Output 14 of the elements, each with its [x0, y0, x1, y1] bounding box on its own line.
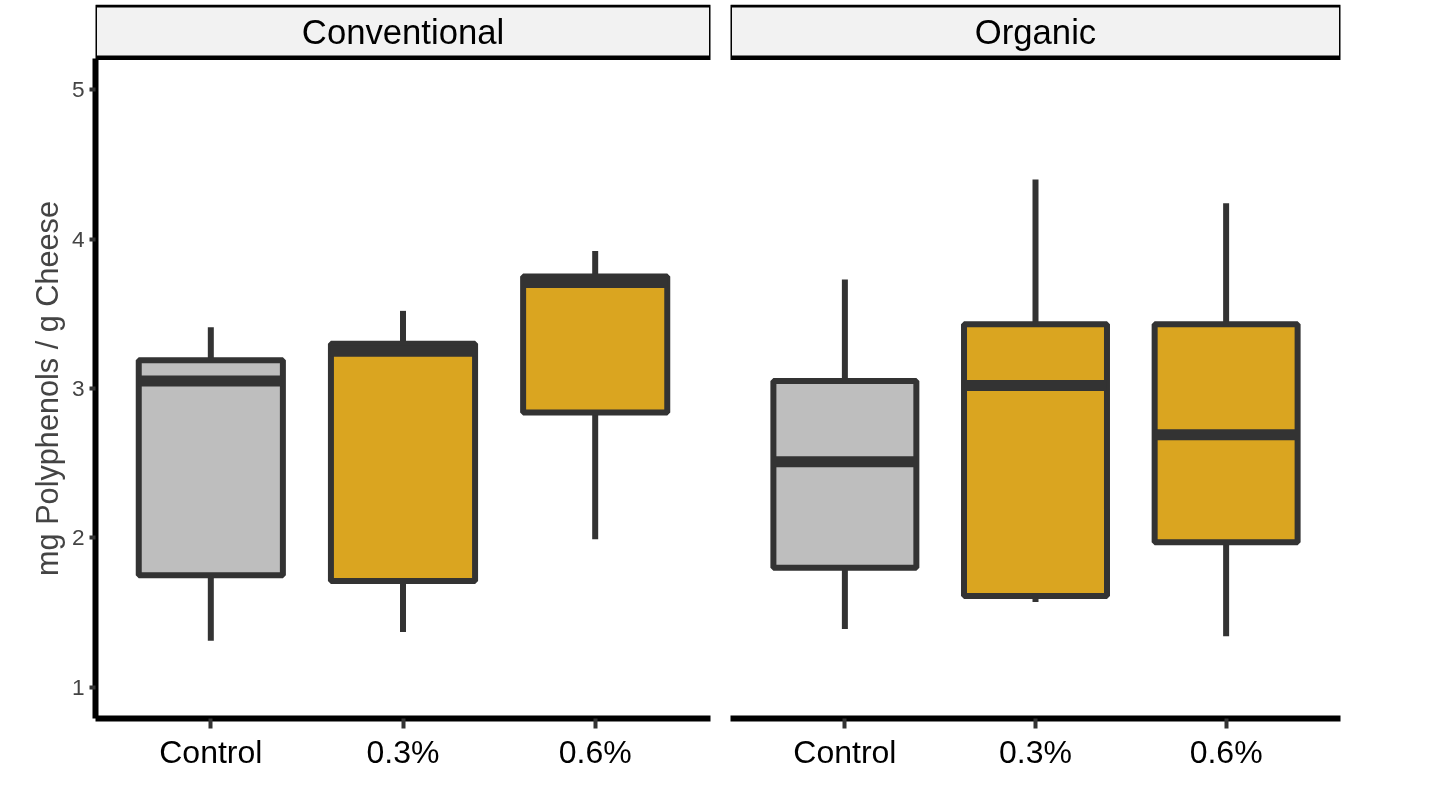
x-tick-label: 0.6% — [558, 733, 632, 770]
y-tick-label: 1 — [71, 673, 85, 700]
y-tick-label: 3 — [71, 375, 85, 401]
y-tick-label: 4 — [71, 225, 85, 252]
chart-title: Organic — [974, 12, 1097, 51]
y-tick-label: 2 — [71, 524, 85, 551]
x-tick-label: Control — [793, 733, 897, 770]
x-tick-label: 0.3% — [366, 733, 440, 770]
x-tick-label: Control — [159, 733, 263, 770]
y-tick-label: 5 — [71, 76, 85, 103]
x-tick-label: 0.6% — [1189, 733, 1263, 770]
chart-title: Conventional — [301, 12, 505, 51]
x-tick-label: 0.3% — [999, 733, 1072, 770]
y-axis-title: mg Polyphenols / g Cheese — [29, 201, 65, 576]
